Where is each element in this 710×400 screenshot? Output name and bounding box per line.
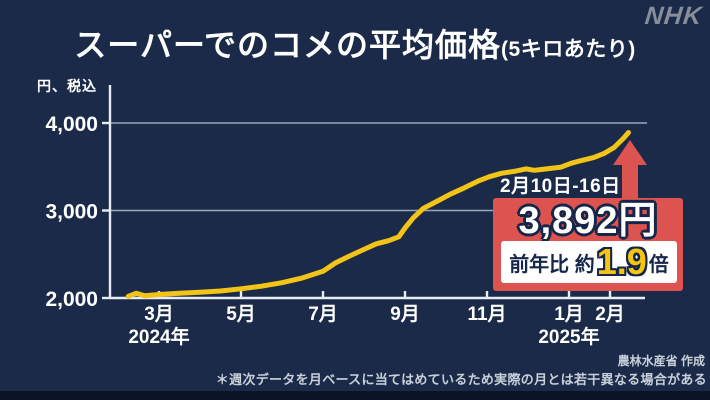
title-main: スーパーでのコメの平均価格 xyxy=(74,27,502,63)
footnote-attribution: 農林水産省 作成 xyxy=(617,354,705,368)
yoy-box: 前年比 約 1.9 倍 xyxy=(501,241,677,283)
title-sub: (5キロあたり) xyxy=(501,38,636,61)
price-value: 3,892円 xyxy=(518,200,658,242)
price-callout: 3,892円 前年比 約 1.9 倍 xyxy=(493,198,683,291)
svg-text:4,000: 4,000 xyxy=(45,113,98,136)
svg-text:9月: 9月 xyxy=(390,304,420,325)
svg-text:11月: 11月 xyxy=(467,304,506,325)
svg-text:2,000: 2,000 xyxy=(45,288,98,311)
svg-text:2025年: 2025年 xyxy=(538,325,599,348)
svg-text:3,000: 3,000 xyxy=(45,201,98,224)
svg-text:2024年: 2024年 xyxy=(128,325,189,348)
yoy-value: 1.9 xyxy=(596,241,647,282)
callout-date-label: 2月10日-16日 xyxy=(500,176,621,197)
arrow-up-icon xyxy=(613,140,647,199)
svg-text:1月: 1月 xyxy=(554,304,584,325)
page-title: スーパーでのコメの平均価格(5キロあたり) xyxy=(0,20,710,66)
yoy-suffix: 倍 xyxy=(648,253,669,276)
y-axis-unit-label: 円、税込 xyxy=(37,78,97,94)
svg-text:5月: 5月 xyxy=(226,304,256,325)
bottom-band xyxy=(0,391,710,400)
svg-text:2月: 2月 xyxy=(595,304,625,325)
yoy-prefix: 前年比 約 xyxy=(509,253,595,276)
footnote-note: ＊週次データを月ベースに当てはめているため実際の月とは若干異なる場合がある xyxy=(215,372,707,387)
svg-text:7月: 7月 xyxy=(308,304,338,325)
svg-text:3月: 3月 xyxy=(144,304,174,325)
